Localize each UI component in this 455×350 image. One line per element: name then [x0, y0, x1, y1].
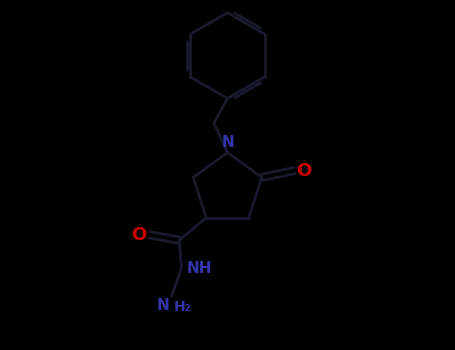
- Text: O: O: [131, 226, 147, 244]
- Text: NH: NH: [187, 261, 212, 276]
- Text: O: O: [297, 162, 312, 180]
- Text: N: N: [157, 299, 169, 314]
- Text: H₂: H₂: [174, 300, 192, 314]
- Text: N: N: [221, 135, 234, 150]
